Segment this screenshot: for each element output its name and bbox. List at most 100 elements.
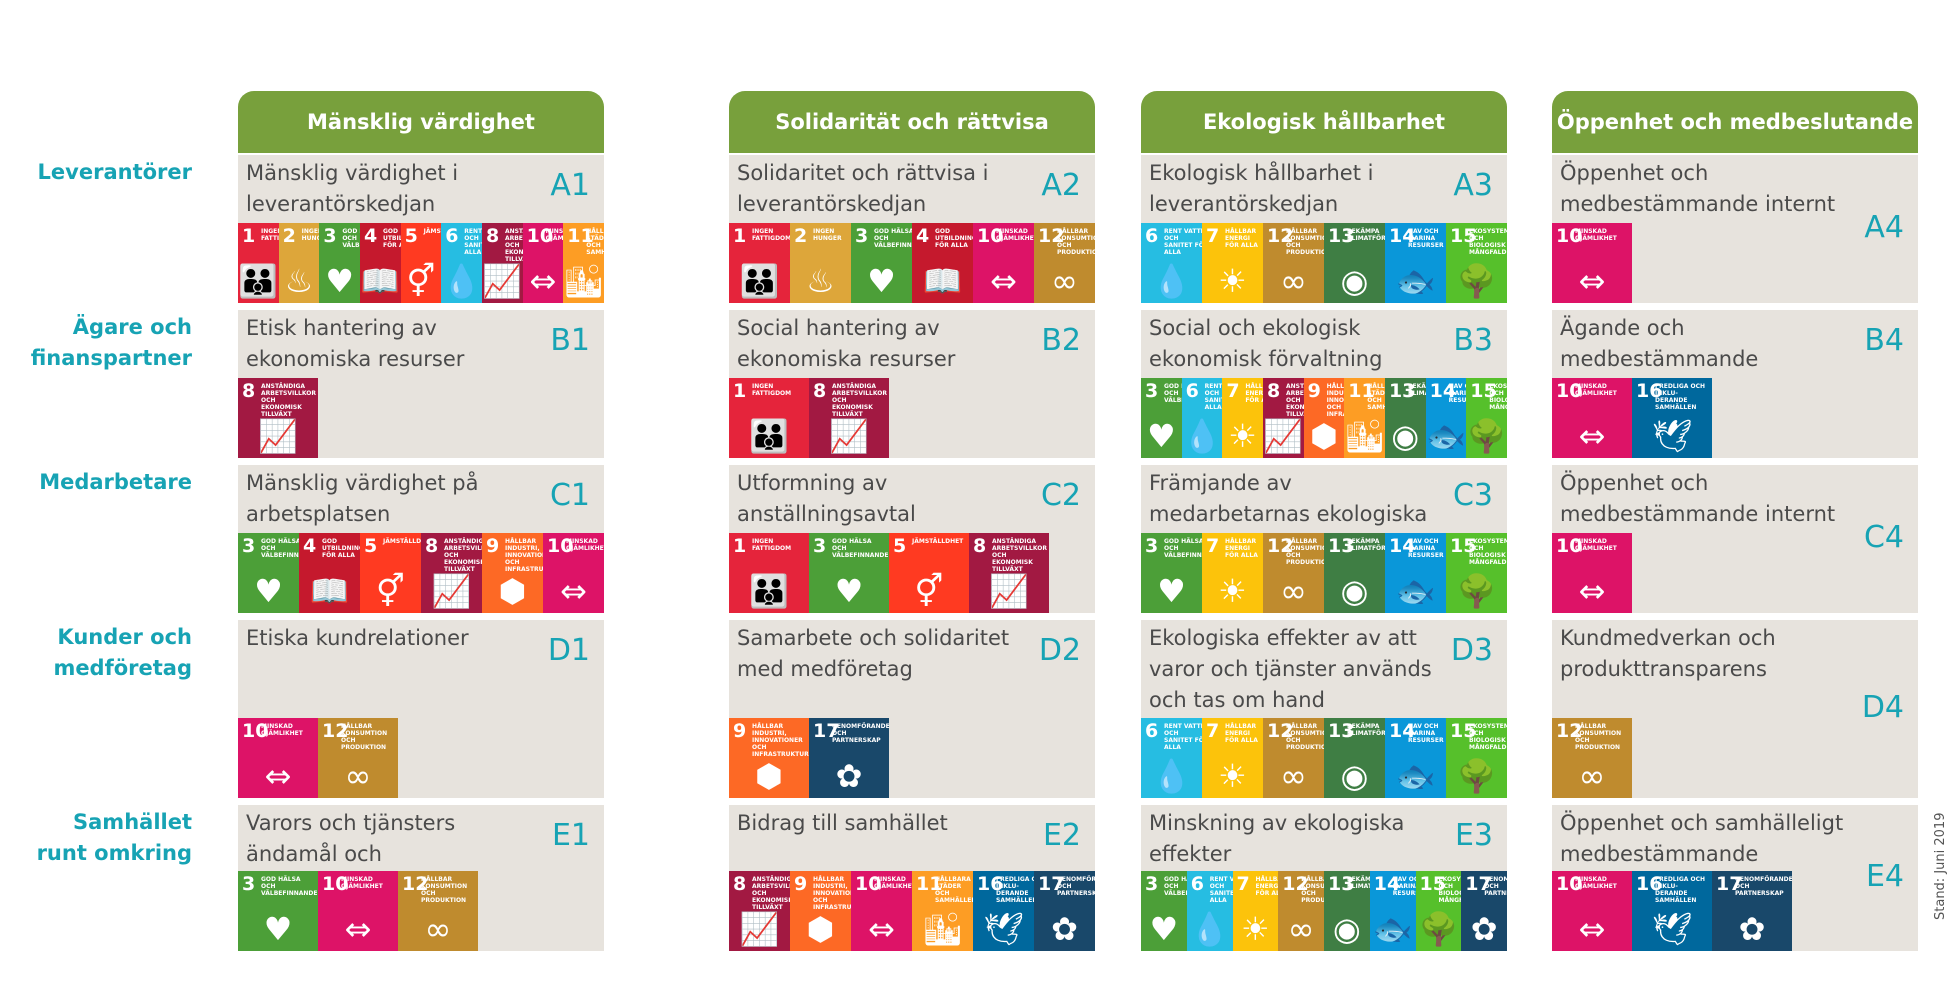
sdg-icon-strip: 10 MINSKAD OJÄMLIKHET ⇔ 12 HÅLLBAR KONSUMTIO…: [238, 718, 398, 798]
matrix-cell-a3[interactable]: Ekologisk hållbarhet i leverantörskedjan…: [1141, 155, 1507, 303]
sdg-label: GOD HÄLSA OCH VÄLBEFINNANDE: [832, 538, 889, 559]
cell-code: C4: [1863, 520, 1904, 555]
equality-icon: ⇔: [344, 910, 372, 948]
sdg-label: INGEN FATTIGDOM: [752, 228, 790, 242]
city-icon: 🏙: [1344, 417, 1385, 455]
sdg-number: 17: [1038, 873, 1065, 895]
cubes-icon: ⬢: [498, 572, 527, 610]
matrix-cell-e1[interactable]: Varors och tjänsters ändamål och samhäll…: [238, 805, 604, 951]
cell-title: Etiska kundrelationer: [246, 626, 469, 650]
sdg-label: HÅLLBARA STÄDER OCH SAMHÄLLEN: [935, 876, 973, 904]
sdg-number: 10: [1556, 873, 1583, 895]
sdg-number: 17: [1465, 873, 1492, 895]
matrix-cell-b2[interactable]: Social hantering av ekonomiska resurser B…: [729, 310, 1095, 458]
cell-title: Kundmedverkan och produkttransparens: [1560, 626, 1776, 681]
sdg-label: HÅLLBAR ENERGI FÖR ALLA: [1225, 723, 1258, 744]
matrix-cell-c4[interactable]: Öppenhet och medbestämmande internt C4 10 M…: [1552, 465, 1918, 613]
gender-icon: ⚥: [406, 262, 436, 300]
sdg-number: 8: [813, 380, 827, 402]
rings-icon: ✿: [1051, 910, 1078, 948]
sdg-label: EKOSYSTEM OCH BIOLOGISK MÅNGFALD: [1469, 228, 1507, 256]
sdg-number: 3: [242, 535, 256, 557]
sdg-number: 5: [364, 535, 378, 557]
sdg-label: HÅLLBAR KONSUMTION OCH PRODUKTION: [1575, 723, 1622, 751]
sdg-number: 6: [1145, 225, 1159, 247]
sdg-label: HAV OCH MARINA RESURSER: [1408, 723, 1444, 744]
fish-icon: 🐟: [1426, 417, 1466, 455]
matrix-cell-b4[interactable]: Ägande och medbestämmande B4 10 MINSKAD OJÄ…: [1552, 310, 1918, 458]
eye-globe-icon: ◉: [1340, 572, 1369, 610]
sdg-label: HÅLLBAR ENERGI FÖR ALLA: [1245, 383, 1263, 404]
sdg-label: ANSTÄNDIGA ARBETSVILLKOR OCH EKONOMISK T…: [444, 538, 482, 573]
matrix-cell-d3[interactable]: Ekologiska effekter av att varor och tjä…: [1141, 620, 1507, 798]
matrix-cell-a1[interactable]: Mänsklig värdighet i leverantörskedjan A1…: [238, 155, 604, 303]
sdg-number: 8: [733, 873, 747, 895]
sdg-label: ANSTÄNDIGA ARBETSVILLKOR OCH EKONOMISK T…: [1285, 383, 1304, 418]
cell-title: Mänsklig värdighet på arbetsplatsen: [246, 471, 479, 526]
sdg-number: 12: [1267, 535, 1294, 557]
bowl-icon: ♨: [806, 262, 835, 300]
fish-icon: 🐟: [1395, 262, 1436, 300]
sdg-label: RENT VATTEN OCH SANITET FÖR ALLA: [464, 228, 482, 256]
sun-icon: ☀: [1241, 910, 1270, 948]
sdg-number: 17: [813, 720, 840, 742]
column-header: Mänsklig värdighet: [238, 91, 604, 153]
matrix-cell-b1[interactable]: Etisk hantering av ekonomiska resurser B1…: [238, 310, 604, 458]
dove-icon: 🕊: [1651, 417, 1693, 455]
sdg-label: EKOSYSTEM OCH BIOLOGISK MÅNGFALD: [1438, 876, 1462, 904]
matrix-cell-a2[interactable]: Solidaritet och rättvisa i leverantörske…: [729, 155, 1095, 303]
matrix-cell-e4[interactable]: Öppenhet och samhälleligt medbestämmande…: [1552, 805, 1918, 951]
matrix-cell-b3[interactable]: Social och ekologisk ekonomisk förvaltni…: [1141, 310, 1507, 458]
tree-icon: 🌳: [1466, 417, 1507, 455]
cell-title: Öppenhet och medbestämmande internt: [1560, 161, 1836, 216]
sdg-number: 10: [526, 225, 554, 247]
sdg-number: 9: [486, 535, 500, 557]
sdg-number: 9: [794, 873, 808, 895]
sun-icon: ☀: [1228, 417, 1257, 455]
cell-title: Samarbete och solidaritet med medföretag: [737, 626, 1010, 681]
sdg-number: 1: [733, 380, 747, 402]
sdg-number: 8: [973, 535, 987, 557]
matrix-cell-c1[interactable]: Mänsklig värdighet på arbetsplatsen C1 3 GO…: [238, 465, 604, 613]
matrix-cell-d1[interactable]: Etiska kundrelationer D1 10 MINSKAD OJÄMLIK…: [238, 620, 604, 798]
matrix-cell-c2[interactable]: Utformning av anställningsavtal C2 1 INGEN …: [729, 465, 1095, 613]
matrix-cell-e3[interactable]: Minskning av ekologiska effekter E3 3 GOD H…: [1141, 805, 1507, 951]
matrix-cell-d2[interactable]: Samarbete och solidaritet med medföretag…: [729, 620, 1095, 798]
water-icon: 💧: [1151, 757, 1192, 795]
cell-code: B4: [1864, 323, 1904, 358]
sdg-label: GOD HÄLSA OCH VÄLBEFINNANDE: [1164, 383, 1182, 404]
infinity-icon: ∞: [1280, 262, 1307, 300]
sun-icon: ☀: [1218, 757, 1247, 795]
sdg-label: MINSKAD OJÄMLIKHET: [261, 723, 303, 737]
sdg-label: GOD HÄLSA OCH VÄLBEFINNANDE: [261, 876, 318, 897]
sdg-number: 13: [1388, 380, 1416, 402]
sdg-label: BEKÄMPA KLIMATFÖRÄNDRINGARNA: [1347, 538, 1385, 552]
sdg-number: 7: [1206, 535, 1220, 557]
cell-title: Öppenhet och samhälleligt medbestämmande: [1560, 811, 1844, 866]
cell-title: Ägande och medbestämmande: [1560, 316, 1759, 371]
matrix-cell-c3[interactable]: Främjande av medarbetarnas ekologiska be…: [1141, 465, 1507, 613]
sdg-number: 3: [1145, 380, 1159, 402]
matrix-cell-a4[interactable]: Öppenhet och medbestämmande internt A4 10 M…: [1552, 155, 1918, 303]
matrix-cell-d4[interactable]: Kundmedverkan och produkttransparens D4 12…: [1552, 620, 1918, 798]
cell-title: Solidaritet och rättvisa i leverantörske…: [737, 161, 989, 216]
heartbeat-icon: ♥: [263, 910, 293, 948]
cell-code: D3: [1450, 633, 1493, 668]
sdg-label: FREDLIGA OCH INKLU- DERANDE SAMHÄLLEN: [1655, 876, 1706, 904]
